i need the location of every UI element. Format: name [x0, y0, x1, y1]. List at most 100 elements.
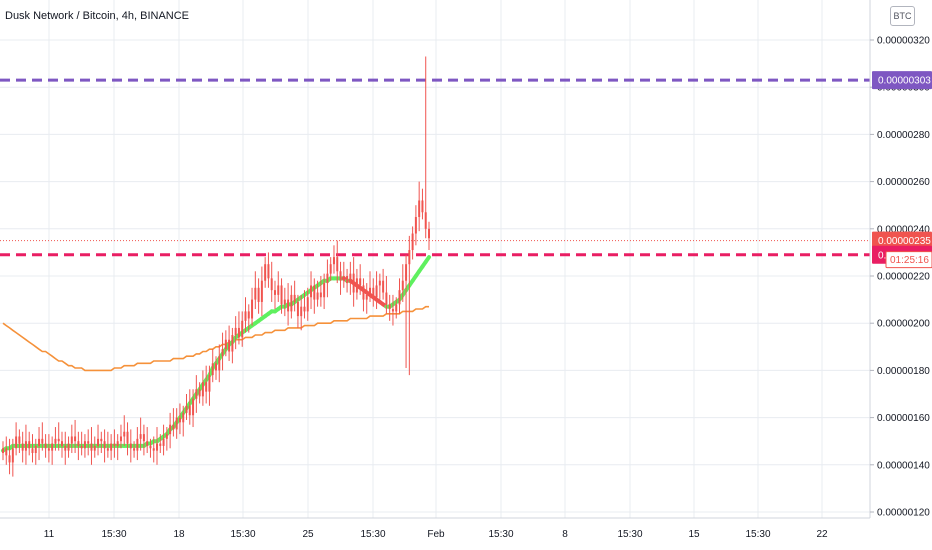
x-tick-label: 15 — [688, 529, 700, 540]
candle-body — [228, 339, 231, 352]
candle-body — [64, 445, 67, 451]
candle-body — [303, 306, 306, 312]
candle-body — [421, 200, 424, 213]
candle-body — [224, 339, 227, 350]
x-tick-label: 15:30 — [230, 529, 255, 540]
candle-body — [139, 434, 142, 439]
candle-body — [106, 448, 109, 451]
candle-body — [77, 441, 80, 446]
candle-body — [405, 264, 408, 281]
candle-body — [267, 264, 270, 279]
candle-body — [8, 455, 11, 463]
candle-body — [2, 448, 4, 453]
x-tick-label: 25 — [302, 529, 314, 540]
candle-body — [375, 285, 378, 298]
candle-body — [401, 280, 404, 291]
candle-body — [100, 438, 103, 442]
y-tick-label: 0.00000260 — [877, 177, 930, 188]
candle-body — [221, 349, 224, 357]
candle-body — [395, 304, 398, 312]
candle-body — [428, 228, 430, 239]
chart-grid — [0, 0, 870, 518]
candle-body — [113, 443, 116, 446]
time-axis[interactable]: 11 15:30 18 15:30 25 15:30 Feb 15:30 8 15:30 15 15:… — [0, 517, 870, 540]
candle-body — [346, 276, 349, 284]
candle-body — [257, 287, 260, 302]
price-badge-label: 0.00000235 — [878, 236, 931, 247]
candle-body — [21, 443, 24, 451]
candle-body — [142, 434, 145, 442]
candle-body — [359, 278, 362, 286]
candle-body — [123, 431, 126, 437]
currency-button[interactable]: BTC — [890, 6, 915, 26]
candle-body — [201, 382, 204, 397]
x-tick-label: 15:30 — [617, 529, 642, 540]
candle-body — [31, 448, 34, 453]
candle-body — [57, 438, 60, 442]
candle-body — [38, 438, 41, 446]
candle-body — [339, 271, 342, 281]
candle-body — [18, 436, 21, 444]
y-tick-label: 0.00000200 — [877, 319, 930, 330]
candlesticks — [2, 56, 430, 477]
candle-body — [215, 363, 217, 371]
candle-body — [287, 299, 290, 312]
candle-body — [273, 290, 276, 295]
candle-body — [231, 335, 234, 352]
candle-body — [300, 306, 303, 317]
x-tick-label: Feb — [427, 529, 445, 540]
candle-body — [195, 389, 198, 399]
candle-body — [385, 292, 388, 305]
candle-body — [28, 441, 31, 449]
ma-fast-segment — [423, 255, 431, 264]
candle-body — [365, 294, 368, 300]
candle-body — [355, 278, 358, 293]
candle-body — [182, 412, 185, 423]
candle-body — [290, 294, 293, 312]
candle-body — [87, 441, 90, 444]
candle-body — [60, 441, 63, 446]
candle-body — [244, 311, 247, 321]
x-tick-label: 15:30 — [488, 529, 513, 540]
candle-body — [149, 445, 152, 449]
candle-body — [398, 290, 401, 305]
candle-body — [152, 448, 155, 451]
candle-body — [319, 292, 322, 298]
candle-body — [178, 417, 181, 423]
candle-body — [70, 436, 73, 444]
candle-body — [80, 445, 83, 449]
ma-slow-line — [2, 305, 429, 372]
candle-body — [208, 375, 211, 392]
candle-body — [11, 448, 14, 463]
candle-body — [54, 438, 57, 444]
candle-body — [306, 297, 309, 312]
candle-body — [159, 443, 162, 446]
candle-body — [270, 278, 273, 291]
candle-body — [424, 212, 427, 229]
candle-body — [310, 285, 313, 298]
candle-body — [34, 445, 37, 453]
candle-body — [388, 304, 391, 310]
candle-body — [83, 441, 86, 449]
candle-body — [169, 424, 172, 435]
candle-body — [277, 285, 280, 295]
candle-body — [378, 280, 381, 286]
countdown-badge — [885, 251, 932, 269]
chart-title: Dusk Network / Bitcoin, 4h, BINANCE — [5, 10, 190, 22]
candle-body — [283, 299, 286, 305]
candle-body — [254, 287, 257, 300]
candle-body — [336, 257, 339, 272]
horizontal-lines[interactable] — [0, 78, 870, 257]
candle-body — [411, 233, 414, 251]
candle-body — [293, 294, 296, 302]
candle-body — [165, 434, 168, 439]
candle-body — [90, 443, 93, 451]
countdown-label: 01:25:16 — [890, 255, 929, 266]
moving-averages — [1, 255, 431, 453]
price-badge — [872, 231, 932, 250]
candle-body — [414, 217, 417, 234]
candle-body — [316, 292, 319, 300]
x-tick-label: 22 — [816, 529, 828, 540]
